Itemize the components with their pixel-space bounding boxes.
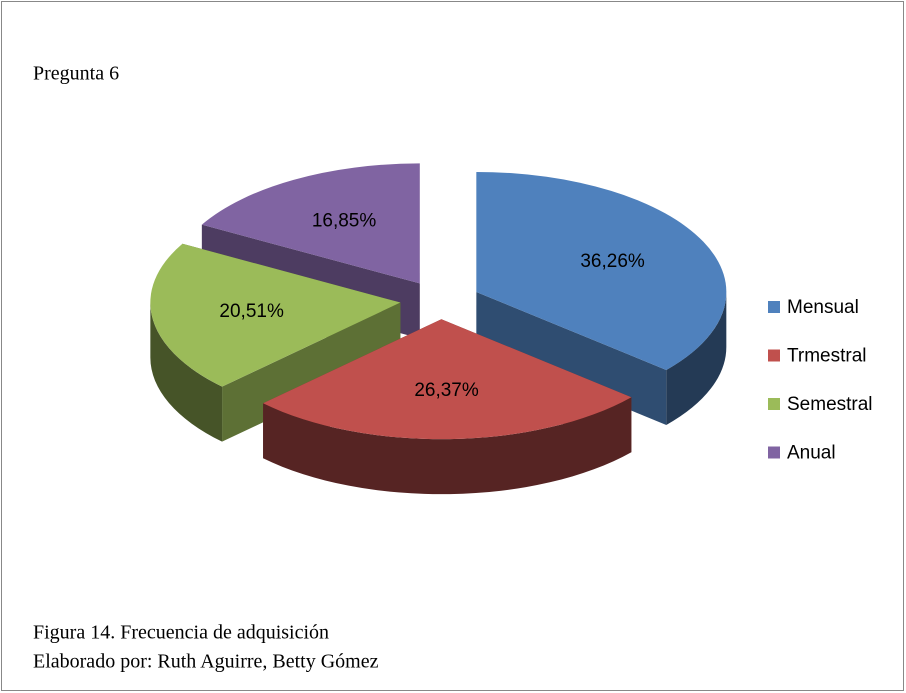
pie: 36,26% 26,37% 20,51% 16,85% (150, 163, 727, 495)
slice-side (263, 397, 632, 495)
slice (476, 171, 727, 370)
legend-label: Semestral (787, 394, 873, 415)
caption: Figura 14. Frecuencia de adquisición (33, 622, 329, 644)
chart-title: Pregunta 6 (33, 63, 119, 85)
slice (150, 243, 401, 387)
legend-swatch (768, 398, 780, 410)
slice (201, 163, 420, 284)
legend-swatch (768, 446, 780, 459)
slice-side (150, 302, 223, 442)
data-label: 36,26% (580, 251, 645, 272)
data-label: 26,37% (414, 380, 479, 401)
legend: Mensual Trmestral Semestral Anual (768, 297, 873, 464)
legend-swatch (768, 349, 780, 362)
legend-label: Trmestral (787, 346, 867, 367)
data-label: 20,51% (219, 301, 284, 322)
legend-label: Mensual (787, 297, 859, 318)
data-label: 16,85% (312, 210, 377, 231)
caption: Elaborado por: Ruth Aguirre, Betty Gómez (33, 651, 379, 673)
slice (263, 319, 632, 440)
slice-wall (476, 291, 667, 425)
legend-swatch (768, 301, 780, 313)
legend-label: Anual (787, 443, 836, 464)
slice-side (666, 291, 727, 425)
